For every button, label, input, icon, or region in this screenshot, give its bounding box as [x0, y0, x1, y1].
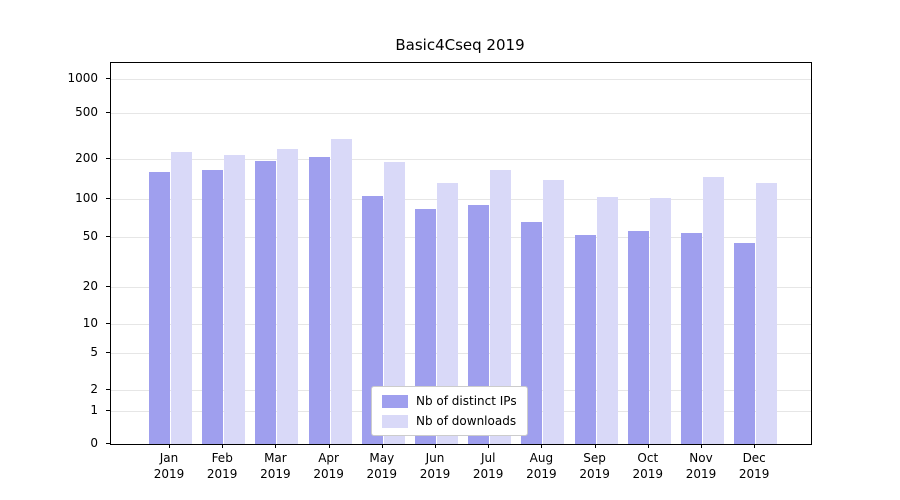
- x-tick-mark: [275, 444, 277, 448]
- x-tick-label: Mar 2019: [260, 451, 291, 481]
- legend-swatch-downloads: [382, 414, 408, 428]
- y-tick-mark: [106, 158, 110, 159]
- bar-distinct-ips: [734, 242, 756, 444]
- x-tick-label: Oct 2019: [632, 451, 664, 481]
- bar-distinct-ips: [468, 205, 490, 444]
- plot-area: Nb of distinct IPs Nb of downloads: [110, 62, 812, 445]
- gridline: [111, 352, 811, 354]
- y-tick-label: 50: [82, 229, 98, 243]
- y-tick-label: 500: [75, 105, 98, 119]
- x-tick-label: Nov 2019: [685, 451, 717, 481]
- bar-downloads: [171, 151, 192, 444]
- legend: Nb of distinct IPs Nb of downloads: [371, 386, 528, 436]
- y-tick-mark: [106, 389, 110, 390]
- gridline: [111, 112, 811, 114]
- gridline: [111, 323, 811, 325]
- y-tick-label: 100: [75, 191, 98, 205]
- gridline: [111, 158, 811, 160]
- x-tick-label: Jan 2019: [153, 451, 185, 481]
- gridline: [111, 198, 811, 200]
- chart-title: Basic4Cseq 2019: [395, 36, 525, 54]
- x-tick-label: Feb 2019: [206, 451, 238, 481]
- bar-downloads: [543, 179, 565, 444]
- x-tick-mark: [541, 444, 543, 448]
- x-tick-label: Dec 2019: [738, 451, 770, 481]
- gridline: [111, 78, 811, 80]
- bar-distinct-ips: [627, 230, 649, 444]
- y-tick-mark: [106, 112, 110, 113]
- y-tick-label: 10: [82, 316, 98, 330]
- y-tick-mark: [106, 443, 110, 444]
- x-tick-mark: [169, 444, 170, 448]
- x-tick-mark: [647, 444, 649, 448]
- bar-distinct-ips: [574, 234, 596, 444]
- y-tick-label: 5: [90, 345, 98, 359]
- y-tick-mark: [106, 286, 110, 287]
- x-tick-label: May 2019: [366, 451, 398, 481]
- legend-entry: Nb of distinct IPs: [382, 394, 517, 408]
- y-tick-mark: [106, 78, 110, 79]
- y-tick-mark: [106, 410, 110, 411]
- bar-downloads: [756, 182, 778, 444]
- bar-downloads: [596, 196, 618, 444]
- x-tick-mark: [435, 444, 436, 448]
- x-tick-label: Apr 2019: [313, 451, 344, 481]
- bar-distinct-ips: [308, 156, 330, 444]
- bar-downloads: [330, 138, 352, 444]
- x-tick-mark: [754, 444, 756, 448]
- y-tick-mark: [106, 198, 110, 199]
- bar-downloads: [490, 170, 512, 444]
- x-tick-label: Jun 2019: [419, 451, 451, 481]
- legend-entry: Nb of downloads: [382, 414, 517, 428]
- bar-downloads: [224, 154, 246, 444]
- x-tick-label: Sep 2019: [579, 451, 610, 481]
- x-tick-mark: [701, 444, 702, 448]
- gridline: [111, 236, 811, 238]
- bar-distinct-ips: [415, 208, 436, 444]
- bar-distinct-ips: [149, 171, 170, 444]
- bar-distinct-ips: [361, 196, 383, 444]
- bar-downloads: [437, 182, 458, 444]
- y-tick-mark: [106, 323, 110, 324]
- y-tick-label: 1000: [67, 71, 98, 85]
- x-tick-mark: [328, 444, 330, 448]
- legend-label: Nb of downloads: [416, 414, 517, 428]
- y-tick-label: 20: [82, 279, 98, 293]
- y-tick-label: 0: [90, 436, 98, 450]
- x-tick-mark: [594, 444, 596, 448]
- legend-swatch-distinct-ips: [382, 394, 408, 408]
- y-tick-label: 1: [90, 403, 98, 417]
- x-tick-label: Jul 2019: [472, 451, 504, 481]
- y-tick-mark: [106, 352, 110, 353]
- x-tick-mark: [381, 444, 383, 448]
- x-tick-mark: [488, 444, 490, 448]
- bar-distinct-ips: [255, 161, 277, 444]
- gridline: [111, 286, 811, 288]
- x-tick-label: Aug 2019: [526, 451, 557, 481]
- bar-downloads: [383, 161, 405, 444]
- x-tick-mark: [222, 444, 224, 448]
- legend-label: Nb of distinct IPs: [416, 394, 517, 408]
- y-tick-label: 200: [75, 151, 98, 165]
- bar-downloads: [703, 176, 724, 444]
- bar-downloads: [277, 149, 299, 444]
- y-tick-mark: [106, 236, 110, 237]
- y-tick-label: 2: [90, 382, 98, 396]
- bar-distinct-ips: [681, 232, 702, 444]
- bar-distinct-ips: [202, 170, 224, 444]
- bar-downloads: [649, 197, 671, 444]
